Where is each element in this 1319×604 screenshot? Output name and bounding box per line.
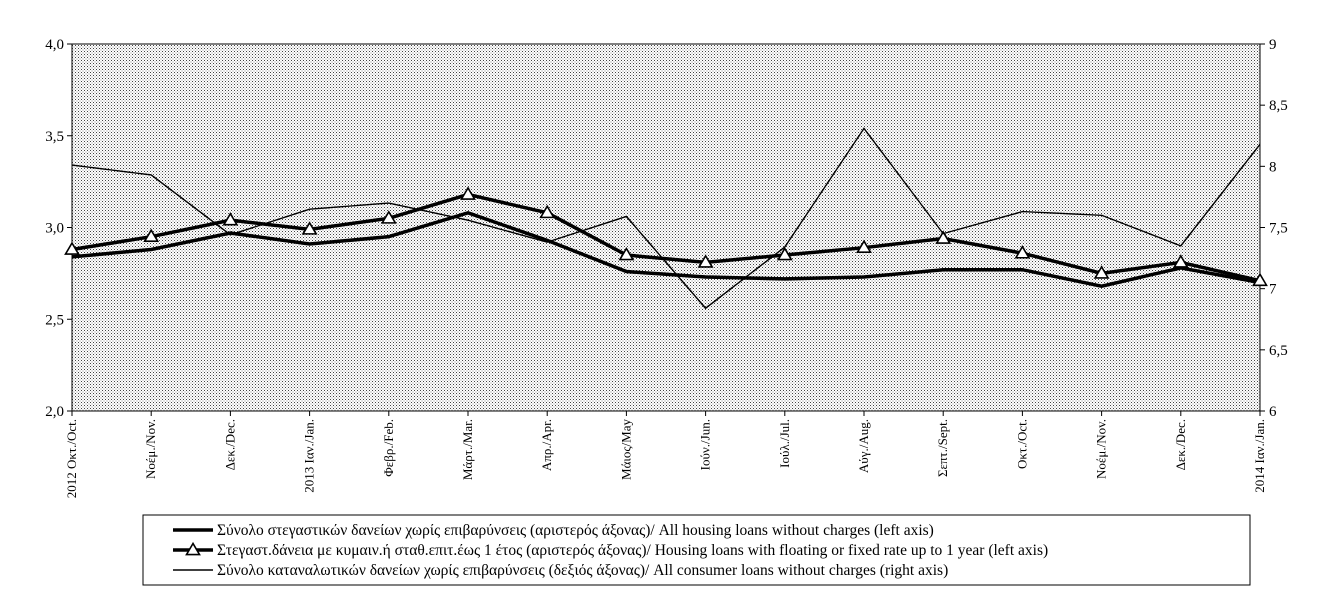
right-tick-label: 8,5 — [1269, 98, 1288, 114]
series-2-point — [143, 228, 160, 243]
left-tick-label: 3,5 — [45, 129, 64, 145]
legend-label-3: Σύνολο καταναλωτικών δανείων χωρίς επιβα… — [217, 562, 948, 579]
right-axis: 6 6,5 7 7,5 8 8,5 9 — [1259, 37, 1288, 420]
series-2-point — [1252, 272, 1268, 287]
series-2-point — [539, 204, 556, 219]
x-tick-label: Νοέμ./Nov. — [1094, 419, 1109, 479]
x-tick-label: 2012 Οκτ./Oct. — [64, 419, 79, 498]
legend: Σύνολο στεγαστικών δανείων χωρίς επιβαρύ… — [142, 514, 1251, 586]
left-tick-label: 2,0 — [45, 404, 64, 420]
series-layer — [64, 127, 1268, 310]
left-tick-label: 2,5 — [45, 312, 64, 328]
x-tick-label: Δεκ./Dec. — [222, 419, 237, 470]
series-2-line — [71, 192, 1261, 283]
x-tick-label: Νοέμ./Nov. — [143, 419, 158, 479]
right-tick-label: 9 — [1269, 37, 1277, 53]
x-tick-label: 2014 Ιαν./Jan. — [1252, 419, 1267, 493]
x-tick-label: Δεκ./Dec. — [1173, 419, 1188, 470]
series-2-point — [1014, 245, 1031, 259]
plot-area — [71, 43, 1261, 412]
left-axis: 2,0 2,5 3,0 3,5 4,0 — [45, 37, 73, 420]
series-3-line — [71, 127, 1261, 310]
series-2-point — [222, 212, 239, 226]
left-tick-label: 3,0 — [45, 221, 64, 237]
series-2-point — [301, 221, 318, 235]
series-2-point — [776, 246, 793, 261]
x-tick-label: Φεβρ./Feb. — [381, 419, 396, 477]
series-2-point — [618, 246, 635, 261]
legend-label-1: Σύνολο στεγαστικών δανείων χωρίς επιβαρύ… — [217, 522, 934, 539]
right-tick-label: 7 — [1269, 282, 1277, 298]
series-2-point — [460, 186, 476, 200]
series-2-point — [856, 239, 872, 254]
series-2-point — [64, 241, 80, 255]
series-2-point — [380, 210, 397, 224]
legend-marker — [185, 541, 201, 556]
right-tick-label: 6 — [1269, 404, 1277, 420]
legend-box — [142, 514, 1251, 586]
x-axis: 2012 Οκτ./Oct. Νοέμ./Nov. Δεκ./Dec. 2013 Ια… — [64, 410, 1267, 498]
right-tick-label: 8 — [1269, 159, 1277, 175]
x-tick-label: Ιούλ./Jul. — [777, 419, 792, 468]
right-tick-label: 6,5 — [1269, 343, 1288, 359]
series-2-point — [935, 230, 952, 244]
series-2-point — [1093, 265, 1110, 279]
series-1-line — [71, 210, 1261, 289]
x-tick-label: Ιούν./Jun. — [698, 419, 713, 470]
x-tick-label: Αύγ./Aug. — [856, 419, 871, 473]
x-tick-label: Σεπτ./Sept. — [935, 419, 950, 477]
x-tick-label: Απρ./Apr. — [539, 419, 554, 471]
x-tick-label: Μάιος/May — [618, 419, 633, 480]
right-tick-label: 7,5 — [1269, 221, 1288, 237]
series-2-point — [1172, 254, 1189, 268]
series-2-point — [697, 254, 714, 268]
x-tick-label: Οκτ./Oct. — [1014, 419, 1029, 469]
legend-label-2: Στεγαστ.δάνεια με κυμαιν.ή σταθ.επιτ.έως… — [217, 542, 1048, 559]
x-tick-label: 2013 Ιαν./Jan. — [302, 419, 317, 493]
x-tick-label: Μάρτ./Mar. — [460, 419, 475, 480]
left-tick-label: 4,0 — [45, 37, 64, 53]
